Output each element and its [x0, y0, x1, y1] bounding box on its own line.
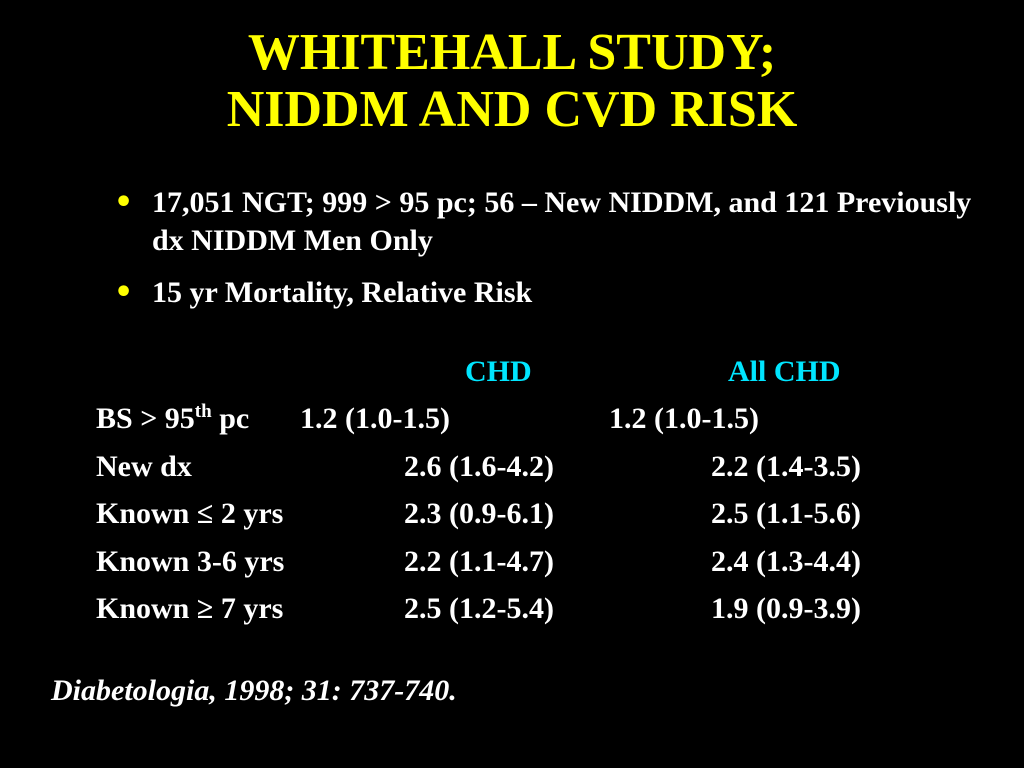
table-cell-chd: 1.2 (1.0-1.5) [300, 402, 450, 435]
bullet-item: • 15 yr Mortality, Relative Risk [114, 274, 994, 312]
table-cell-all-chd: 1.2 (1.0-1.5) [609, 402, 759, 435]
row-label-superscript: th [194, 401, 212, 422]
title-line-1: WHITEHALL STUDY; [247, 24, 777, 81]
bullet-text: 15 yr Mortality, Relative Risk [152, 276, 533, 309]
table-row-label: Known ≤ 2 yrs [96, 497, 284, 530]
table-cell-all-chd: 2.4 (1.3-4.4) [711, 545, 861, 578]
bullet-list: • 17,051 NGT; 999 > 95 pc; 56 – New NIDD… [114, 184, 994, 326]
column-header-chd: CHD [465, 355, 532, 388]
table-row-label: New dx [96, 450, 192, 483]
bullet-dot-icon: • [114, 275, 134, 310]
bullet-item: • 17,051 NGT; 999 > 95 pc; 56 – New NIDD… [114, 184, 994, 260]
table-cell-all-chd: 2.2 (1.4-3.5) [711, 450, 861, 483]
table-cell-chd: 2.5 (1.2-5.4) [404, 592, 554, 625]
table-row-label: BS > 95th pc [96, 402, 249, 436]
row-label-suffix: pc [211, 402, 250, 435]
title-line-2: NIDDM AND CVD RISK [226, 81, 798, 138]
table-cell-chd: 2.3 (0.9-6.1) [404, 497, 554, 530]
column-header-all-chd: All CHD [728, 355, 841, 388]
slide-title: WHITEHALL STUDY; NIDDM AND CVD RISK [0, 24, 1024, 138]
table-cell-chd: 2.6 (1.6-4.2) [404, 450, 554, 483]
citation: Diabetologia, 1998; 31: 737-740. [51, 674, 457, 707]
table-cell-all-chd: 2.5 (1.1-5.6) [711, 497, 861, 530]
table-row-label: Known ≥ 7 yrs [96, 592, 284, 625]
table-cell-chd: 2.2 (1.1-4.7) [404, 545, 554, 578]
table-row-label: Known 3-6 yrs [96, 545, 285, 578]
bullet-text: 17,051 NGT; 999 > 95 pc; 56 – New NIDDM,… [152, 186, 972, 257]
table-cell-all-chd: 1.9 (0.9-3.9) [711, 592, 861, 625]
row-label-text: BS > 95 [96, 402, 195, 435]
bullet-dot-icon: • [114, 185, 134, 220]
